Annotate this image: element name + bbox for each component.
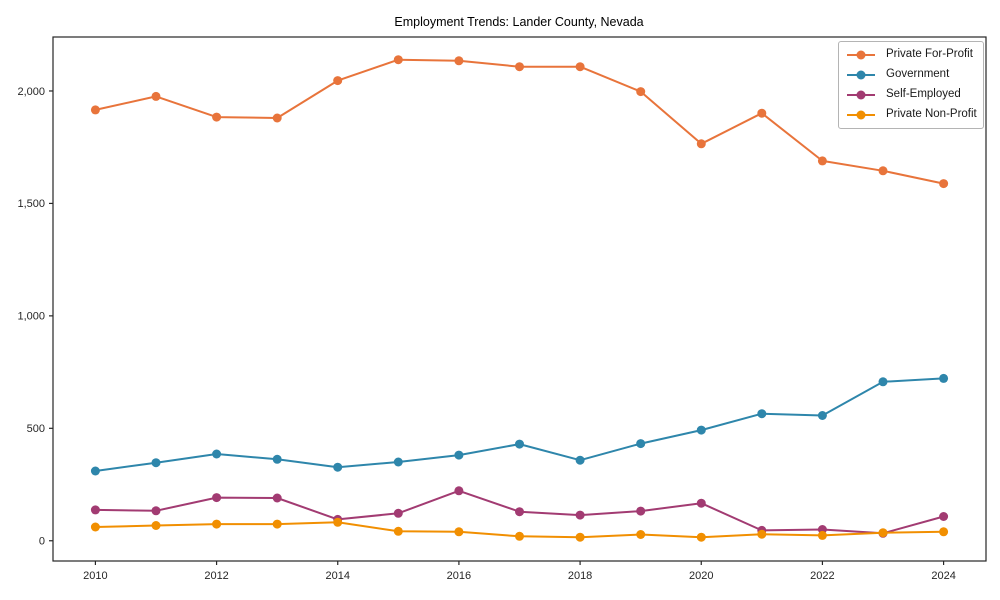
series-marker-government (636, 439, 646, 449)
series-marker-self-employed (90, 505, 100, 515)
series-marker-private-non-profit (757, 529, 767, 539)
y-tick-label: 1,000 (17, 311, 45, 323)
series-marker-private-for-profit (212, 112, 222, 122)
series-marker-private-for-profit (817, 156, 827, 166)
series-marker-private-non-profit (636, 530, 646, 539)
series-marker-private-for-profit (757, 108, 767, 118)
legend-line-marker-icon (847, 70, 875, 80)
series-marker-self-employed (454, 486, 464, 496)
series-marker-self-employed (515, 507, 524, 517)
series-marker-self-employed (212, 493, 222, 503)
series-marker-government (696, 425, 706, 435)
series-marker-private-non-profit (393, 526, 403, 536)
x-tick-label: 2024 (931, 570, 955, 582)
series-line-private-for-profit (95, 58, 944, 185)
series-marker-government (272, 454, 282, 464)
y-tick-label: 500 (27, 423, 45, 435)
x-tick-label: 2016 (447, 570, 471, 582)
series-marker-private-for-profit (454, 56, 464, 66)
x-tick-label: 2014 (326, 570, 350, 582)
series-marker-government (212, 449, 222, 459)
series-marker-private-for-profit (515, 62, 524, 72)
series-marker-government (151, 458, 161, 468)
series-marker-self-employed (636, 506, 646, 516)
series-marker-private-for-profit (878, 166, 888, 176)
series-marker-private-for-profit (333, 76, 343, 86)
plot-border (52, 36, 987, 562)
series-marker-self-employed (151, 506, 161, 516)
x-tick-label: 2018 (568, 570, 592, 582)
x-tick-label: 2022 (810, 570, 834, 582)
series-marker-self-employed (393, 508, 403, 518)
series-marker-government (878, 377, 888, 387)
series-marker-private-non-profit (272, 519, 282, 529)
legend-label: Private For-Profit (886, 48, 973, 61)
series-marker-private-non-profit (878, 528, 888, 538)
legend-item-self-employed: Self-Employed (846, 89, 979, 101)
series-marker-private-for-profit (696, 139, 706, 149)
series-marker-private-non-profit (939, 527, 949, 537)
series-marker-private-for-profit (272, 113, 282, 123)
series-marker-private-non-profit (515, 531, 524, 541)
y-tick-label: 2,000 (17, 86, 45, 98)
series-marker-government (575, 455, 585, 465)
series-marker-government (939, 373, 949, 383)
series-marker-private-for-profit (90, 105, 100, 115)
series-marker-self-employed (939, 512, 949, 521)
series-marker-self-employed (272, 493, 282, 503)
series-marker-government (333, 462, 343, 472)
legend-line-marker-icon (847, 50, 875, 60)
series-marker-government (817, 411, 827, 420)
series-marker-private-non-profit (151, 521, 161, 530)
series-marker-private-for-profit (151, 91, 161, 101)
series-marker-private-non-profit (575, 532, 585, 542)
legend-label: Self-Employed (886, 88, 961, 101)
legend: Private For-Profit Government Self-Employe… (838, 41, 984, 129)
series-marker-private-non-profit (696, 532, 706, 542)
series-marker-private-for-profit (575, 62, 585, 72)
series-marker-government (393, 457, 403, 467)
y-tick-label: 1,500 (17, 198, 45, 210)
series-marker-private-for-profit (939, 179, 949, 189)
series-marker-private-for-profit (636, 87, 646, 97)
legend-label: Private Non-Profit (886, 108, 977, 121)
series-marker-government (515, 439, 524, 449)
legend-label: Government (886, 68, 950, 81)
series-marker-government (90, 466, 100, 476)
x-tick-label: 2020 (689, 570, 713, 582)
legend-item-government: Government (846, 69, 979, 81)
series-marker-private-for-profit (393, 55, 403, 65)
series-marker-government (757, 409, 767, 419)
series-marker-private-non-profit (212, 519, 222, 529)
x-tick-label: 2012 (204, 570, 228, 582)
series-marker-government (454, 450, 464, 460)
chart-title: Employment Trends: Lander County, Nevada (394, 15, 643, 29)
series-marker-private-non-profit (90, 522, 100, 532)
legend-line-marker-icon (847, 90, 875, 100)
legend-item-private-non-profit: Private Non-Profit (846, 109, 979, 121)
legend-item-private-for-profit: Private For-Profit (846, 49, 979, 61)
y-tick-label: 0 (39, 536, 45, 548)
series-marker-self-employed (696, 498, 706, 508)
series-line-government (95, 377, 944, 472)
x-tick-label: 2010 (83, 570, 107, 582)
series-marker-private-non-profit (454, 527, 464, 537)
series-marker-private-non-profit (817, 530, 827, 540)
series-marker-private-non-profit (333, 517, 343, 527)
series-marker-self-employed (575, 510, 585, 520)
legend-line-marker-icon (847, 110, 875, 120)
